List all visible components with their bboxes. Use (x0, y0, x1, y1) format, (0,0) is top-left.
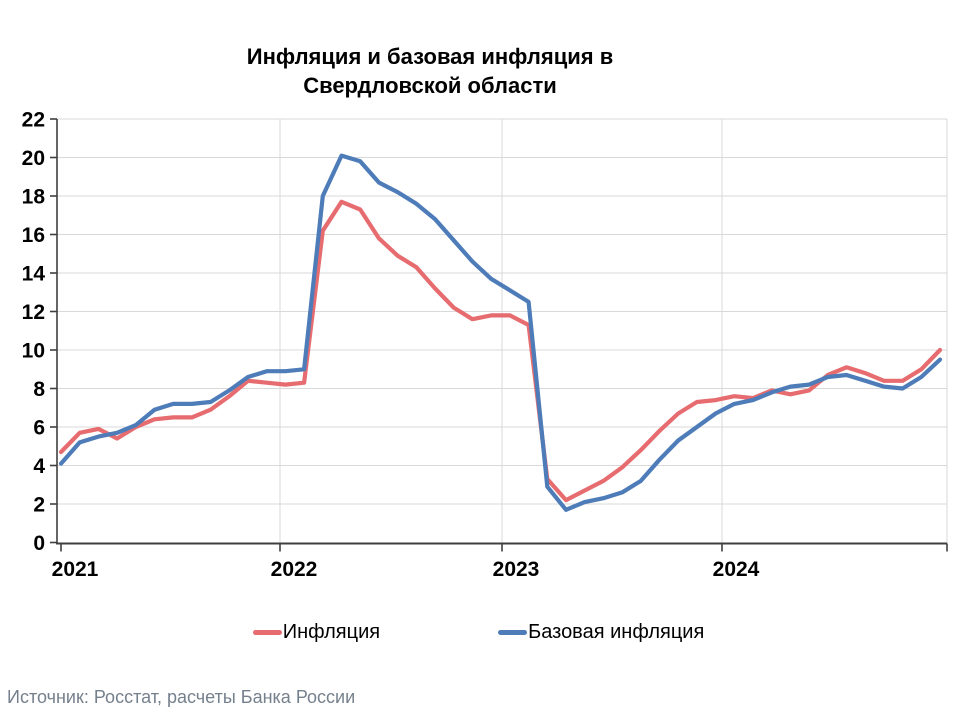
y-tick-label: 2 (33, 494, 45, 517)
y-tick-label: 6 (33, 417, 45, 440)
legend-item-core-inflation: Базовая инфляция (498, 621, 704, 644)
legend-label-inflation: Инфляция (282, 620, 381, 643)
y-tick-label: 16 (22, 224, 45, 247)
x-tick-label: 2021 (52, 558, 99, 581)
x-tick-label: 2024 (713, 558, 760, 581)
core-inflation-line (58, 153, 943, 512)
y-tick-label: 20 (22, 147, 45, 170)
y-tick-label: 22 (22, 109, 45, 132)
chart-legend: Инфляция Базовая инфляция (0, 615, 957, 649)
y-tick-label: 4 (33, 455, 45, 478)
y-tick-label: 8 (33, 378, 45, 401)
x-tick-label: 2022 (271, 558, 318, 581)
inflation-line (58, 199, 943, 503)
chart-title: Инфляция и базовая инфляция в Свердловск… (0, 42, 860, 100)
y-tick-label: 18 (22, 186, 46, 209)
inflation-line-swatch (252, 629, 282, 635)
legend-item-inflation: Инфляция (252, 620, 381, 644)
chart-title-line1: Инфляция и базовая инфляция в (246, 44, 614, 69)
source-note: Источник: Росстат, расчеты Банка России (7, 687, 356, 707)
chart-title-line2: Свердловской области (303, 73, 557, 98)
y-tick-label: 14 (22, 263, 46, 286)
x-tick-label: 2023 (493, 558, 540, 581)
y-tick-label: 10 (22, 340, 45, 363)
y-tick-label: 12 (22, 301, 45, 324)
legend-label-core-inflation: Базовая инфляция (528, 620, 705, 643)
y-tick-label: 0 (33, 532, 45, 555)
core-inflation-line-swatch (498, 629, 528, 635)
